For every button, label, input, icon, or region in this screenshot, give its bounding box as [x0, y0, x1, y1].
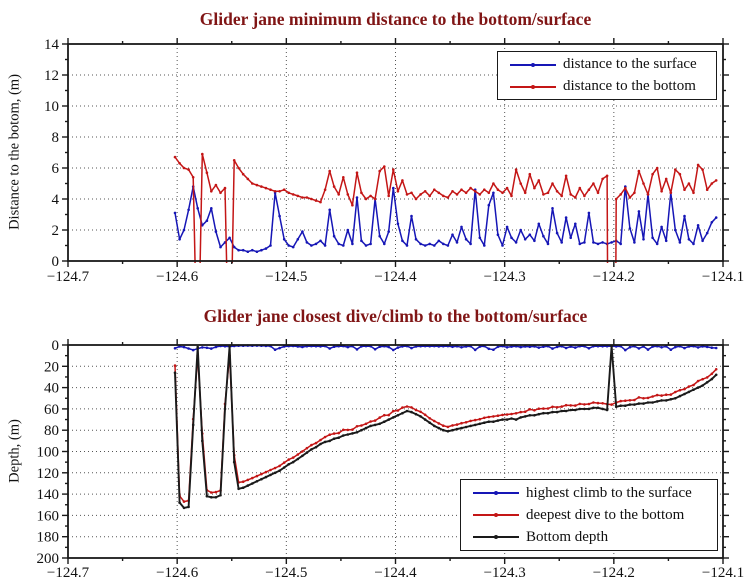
legend-label: distance to the surface [563, 56, 697, 72]
x-tick-label: −124.4 [374, 269, 417, 285]
x-tick-label: −124.2 [593, 565, 635, 581]
legend-item-deepest-dive: deepest dive to the bottom [467, 504, 711, 526]
legend-item-highest-climb: highest climb to the surface [467, 482, 711, 504]
x-tick-label: −124.5 [265, 269, 307, 285]
y-tick-label: 140 [37, 487, 60, 503]
axis-ticks [62, 38, 729, 267]
x-tick-label: −124.2 [593, 269, 635, 285]
legend-line-sample-blue [510, 60, 556, 70]
x-tick-label: −124.1 [702, 269, 744, 285]
chart2-y-axis-label: Depth, (m) [6, 419, 23, 483]
y-tick-label: 0 [52, 338, 60, 354]
y-tick-label: 10 [44, 99, 59, 115]
legend-item-bottom-depth: Bottom depth [467, 526, 711, 548]
y-tick-label: 12 [44, 68, 59, 84]
y-tick-label: 200 [37, 551, 60, 567]
chart2-plot-area: −124.7 −124.6 −124.5 −124.4 −124.3 −124.2 −124… [37, 338, 745, 581]
y-tick-label: 80 [44, 423, 59, 439]
chart1-title: Glider jane minimum distance to the bott… [199, 9, 592, 29]
y-tick-label: 20 [44, 359, 59, 375]
chart1-legend: distance to the surface distance to the … [497, 51, 717, 100]
legend-item-distance-to-surface: distance to the surface [504, 54, 710, 76]
legend-label: highest climb to the surface [526, 484, 692, 501]
x-tick-label: −124.5 [265, 565, 307, 581]
x-tick-label: −124.6 [156, 565, 199, 581]
x-tick-label: −124.3 [484, 269, 526, 285]
axis-ticks [62, 339, 729, 564]
x-tick-label: −124.6 [156, 269, 199, 285]
y-tick-label: 6 [52, 161, 60, 177]
chart1-y-axis-label: Distance to the botom, (m) [6, 74, 23, 230]
x-tick-label: −124.7 [47, 269, 90, 285]
x-tick-label: −124.7 [47, 565, 90, 581]
legend-line-sample-blue [473, 488, 519, 498]
y-tick-label: 180 [37, 530, 60, 546]
y-tick-label: 160 [37, 508, 60, 524]
chart2-legend: highest climb to the surface deepest div… [460, 479, 718, 551]
y-tick-label: 4 [52, 192, 60, 208]
chart1-plot-area: −124.7 −124.6 −124.5 −124.4 −124.3 −124.2 −124… [44, 37, 744, 285]
legend-label: deepest dive to the bottom [526, 506, 685, 523]
tick-labels: −124.7 −124.6 −124.5 −124.4 −124.3 −124.2 −124… [37, 338, 745, 581]
y-tick-label: 14 [44, 37, 60, 53]
series-distance-to-the-bottom [173, 152, 718, 263]
x-tick-label: −124.4 [374, 565, 417, 581]
legend-label: Bottom depth [526, 528, 609, 545]
y-tick-label: 2 [52, 223, 60, 239]
x-tick-label: −124.3 [484, 565, 526, 581]
series-deepest-dive-to-the-bottom [173, 354, 718, 503]
legend-line-sample-red [510, 82, 556, 92]
chart2-title: Glider jane closest dive/climb to the bo… [203, 306, 588, 326]
y-tick-label: 60 [44, 402, 59, 418]
y-tick-label: 40 [44, 381, 59, 397]
tick-labels: −124.7 −124.6 −124.5 −124.4 −124.3 −124.2 −124… [44, 37, 744, 285]
series-bottom-depth [173, 344, 718, 510]
x-tick-label: −124.1 [702, 565, 744, 581]
y-tick-label: 8 [52, 130, 60, 146]
series-distance-to-the-surface [173, 185, 718, 253]
legend-item-distance-to-bottom: distance to the bottom [504, 76, 710, 98]
y-tick-label: 100 [37, 445, 60, 461]
y-tick-label: 0 [52, 254, 60, 270]
legend-label: distance to the bottom [563, 78, 696, 94]
legend-line-sample-red [473, 510, 519, 520]
legend-line-sample-black [473, 532, 519, 542]
y-tick-label: 120 [37, 466, 60, 482]
